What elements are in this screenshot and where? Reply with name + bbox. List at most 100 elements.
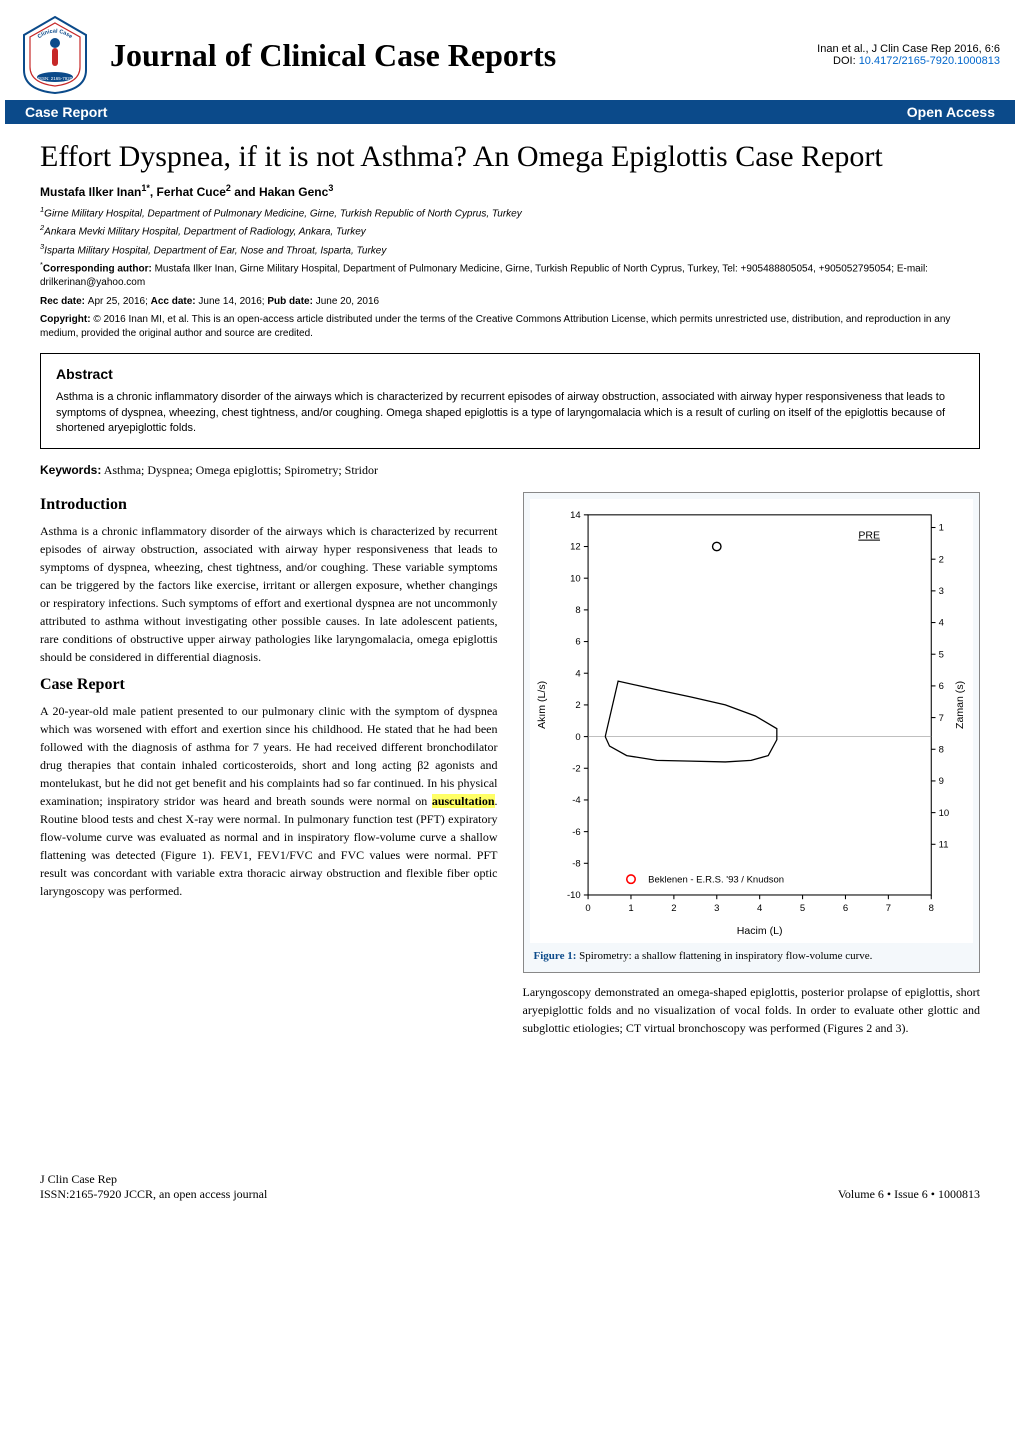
svg-text:2: 2 bbox=[938, 555, 943, 566]
affiliation: 1Girne Military Hospital, Department of … bbox=[40, 205, 980, 219]
svg-text:-2: -2 bbox=[572, 764, 580, 775]
author-sep2: and Hakan Genc bbox=[231, 185, 328, 199]
citation-block: Inan et al., J Clin Case Rep 2016, 6:6 D… bbox=[817, 43, 1000, 67]
svg-text:-4: -4 bbox=[572, 796, 580, 807]
acc-label: Acc date: bbox=[151, 296, 199, 307]
svg-text:4: 4 bbox=[757, 903, 762, 914]
acc-date: June 14, 2016; bbox=[198, 296, 267, 307]
journal-name: Journal of Clinical Case Reports bbox=[110, 37, 817, 74]
case-highlight: auscultation bbox=[432, 794, 495, 808]
svg-text:5: 5 bbox=[938, 650, 943, 661]
figure-1-chart: -10-8-6-4-202468101214012345678123456789… bbox=[530, 499, 974, 943]
figure-1-caption-text: Spirometry: a shallow flattening in insp… bbox=[576, 950, 872, 962]
header: ISSN: 2165-7920 Clinical Case Journal of… bbox=[0, 0, 1020, 100]
svg-text:Zaman (s): Zaman (s) bbox=[953, 681, 965, 729]
svg-text:12: 12 bbox=[570, 542, 581, 553]
svg-text:0: 0 bbox=[585, 903, 590, 914]
abstract-box: Abstract Asthma is a chronic inflammator… bbox=[40, 353, 980, 449]
doi-label: DOI: bbox=[833, 55, 859, 67]
svg-text:-6: -6 bbox=[572, 827, 580, 838]
author-1-sup: 1* bbox=[141, 183, 150, 193]
rec-label: Rec date: bbox=[40, 296, 88, 307]
corresponding-text: Mustafa Ilker Inan, Girne Military Hospi… bbox=[40, 263, 928, 288]
author-3-sup: 3 bbox=[328, 183, 333, 193]
abstract-heading: Abstract bbox=[56, 366, 964, 382]
svg-text:2: 2 bbox=[575, 701, 580, 712]
footer-left-line1: J Clin Case Rep bbox=[40, 1172, 267, 1187]
journal-logo: ISSN: 2165-7920 Clinical Case bbox=[20, 15, 90, 95]
intro-heading: Introduction bbox=[40, 496, 498, 514]
doi-link[interactable]: 10.4172/2165-7920.1000813 bbox=[859, 55, 1000, 67]
dates-line: Rec date: Apr 25, 2016; Acc date: June 1… bbox=[40, 296, 980, 307]
svg-text:6: 6 bbox=[575, 637, 580, 648]
copyright-label: Copyright: bbox=[40, 314, 93, 325]
banner-left: Case Report bbox=[25, 104, 907, 120]
article-title: Effort Dyspnea, if it is not Asthma? An … bbox=[40, 139, 980, 175]
svg-text:3: 3 bbox=[714, 903, 719, 914]
authors: Mustafa Ilker Inan1*, Ferhat Cuce2 and H… bbox=[40, 183, 980, 199]
intro-text: Asthma is a chronic inflammatory disorde… bbox=[40, 522, 498, 666]
svg-text:3: 3 bbox=[938, 587, 943, 598]
copyright-text: © 2016 Inan MI, et al. This is an open-a… bbox=[40, 314, 950, 339]
case-pre: A 20-year-old male patient presented to … bbox=[40, 704, 498, 808]
figure-1-caption: Figure 1: Spirometry: a shallow flatteni… bbox=[530, 943, 974, 966]
svg-text:8: 8 bbox=[928, 903, 933, 914]
svg-text:6: 6 bbox=[842, 903, 847, 914]
figure-1: -10-8-6-4-202468101214012345678123456789… bbox=[523, 492, 981, 973]
svg-text:5: 5 bbox=[799, 903, 804, 914]
svg-text:2: 2 bbox=[671, 903, 676, 914]
footer-right: Volume 6 • Issue 6 • 1000813 bbox=[838, 1187, 980, 1202]
svg-text:-10: -10 bbox=[566, 891, 580, 902]
svg-text:10: 10 bbox=[570, 574, 581, 585]
svg-text:0: 0 bbox=[575, 732, 580, 743]
banner: Case Report Open Access bbox=[5, 100, 1015, 124]
svg-text:4: 4 bbox=[575, 669, 580, 680]
svg-text:ISSN: 2165-7920: ISSN: 2165-7920 bbox=[38, 76, 73, 81]
pub-date: June 20, 2016 bbox=[316, 296, 379, 307]
svg-text:10: 10 bbox=[938, 808, 949, 819]
svg-text:Beklenen - E.R.S. '93 / Knudso: Beklenen - E.R.S. '93 / Knudson bbox=[648, 875, 784, 886]
keywords-text: Asthma; Dyspnea; Omega epiglottis; Spiro… bbox=[101, 463, 378, 477]
case-paragraph: A 20-year-old male patient presented to … bbox=[40, 702, 498, 900]
right-paragraph: Laryngoscopy demonstrated an omega-shape… bbox=[523, 983, 981, 1037]
svg-text:14: 14 bbox=[570, 510, 581, 521]
svg-text:7: 7 bbox=[885, 903, 890, 914]
svg-text:PRE: PRE bbox=[858, 530, 880, 542]
case-heading: Case Report bbox=[40, 676, 498, 694]
affiliation: 2Ankara Mevki Military Hospital, Departm… bbox=[40, 223, 980, 237]
author-sep1: , Ferhat Cuce bbox=[150, 185, 226, 199]
footer-left: J Clin Case Rep ISSN:2165-7920 JCCR, an … bbox=[40, 1172, 267, 1202]
affiliation: 3Isparta Military Hospital, Department o… bbox=[40, 242, 980, 256]
footer: J Clin Case Rep ISSN:2165-7920 JCCR, an … bbox=[0, 1162, 1020, 1222]
rec-date: Apr 25, 2016; bbox=[88, 296, 151, 307]
copyright: Copyright: © 2016 Inan MI, et al. This i… bbox=[40, 313, 980, 341]
pub-label: Pub date: bbox=[267, 296, 315, 307]
corresponding: *Corresponding author: Mustafa Ilker Ina… bbox=[40, 260, 980, 290]
svg-text:4: 4 bbox=[938, 618, 943, 629]
svg-text:-8: -8 bbox=[572, 859, 580, 870]
figure-1-label: Figure 1: bbox=[534, 950, 577, 962]
main-content: Effort Dyspnea, if it is not Asthma? An … bbox=[0, 124, 1020, 1062]
doi-line: DOI: 10.4172/2165-7920.1000813 bbox=[817, 55, 1000, 67]
corresponding-label: Corresponding author: bbox=[43, 263, 152, 274]
svg-text:Akım (L/s): Akım (L/s) bbox=[535, 681, 547, 729]
svg-text:8: 8 bbox=[575, 606, 580, 617]
svg-text:1: 1 bbox=[938, 523, 943, 534]
svg-text:1: 1 bbox=[628, 903, 633, 914]
svg-text:11: 11 bbox=[938, 840, 948, 851]
footer-left-line2: ISSN:2165-7920 JCCR, an open access jour… bbox=[40, 1187, 267, 1202]
keywords-line: Keywords: Asthma; Dyspnea; Omega epiglot… bbox=[40, 463, 980, 478]
svg-text:9: 9 bbox=[938, 777, 943, 788]
case-post: . Routine blood tests and chest X-ray we… bbox=[40, 794, 498, 898]
svg-text:7: 7 bbox=[938, 713, 943, 724]
two-column-layout: Introduction Asthma is a chronic inflamm… bbox=[40, 492, 980, 1047]
right-column: -10-8-6-4-202468101214012345678123456789… bbox=[523, 492, 981, 1047]
svg-text:Hacim (L): Hacim (L) bbox=[736, 926, 782, 938]
left-column: Introduction Asthma is a chronic inflamm… bbox=[40, 492, 498, 1047]
abstract-text: Asthma is a chronic inflammatory disorde… bbox=[56, 390, 964, 436]
svg-text:6: 6 bbox=[938, 682, 943, 693]
svg-text:8: 8 bbox=[938, 745, 943, 756]
banner-right: Open Access bbox=[907, 104, 995, 120]
author-1: Mustafa Ilker Inan bbox=[40, 185, 141, 199]
affiliations-block: 1Girne Military Hospital, Department of … bbox=[40, 205, 980, 256]
